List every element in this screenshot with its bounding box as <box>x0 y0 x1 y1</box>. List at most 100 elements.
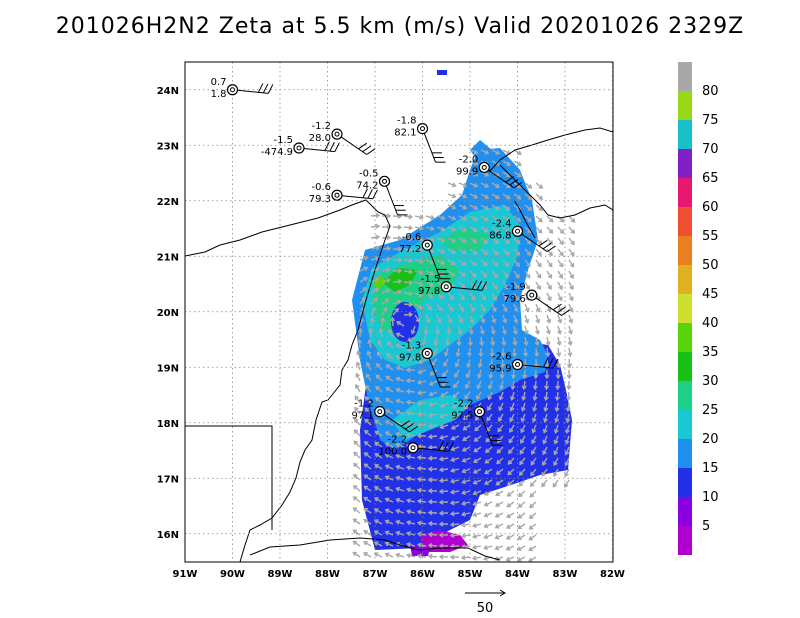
colorbar-swatch <box>678 497 692 526</box>
colorbar-swatch <box>678 178 692 207</box>
station-plot: -1.228.0 <box>309 121 376 155</box>
longitude-label: 84W <box>505 569 530 580</box>
colorbar-label: 55 <box>702 229 719 244</box>
colorbar-swatch <box>678 120 692 149</box>
colorbar-swatch <box>678 62 692 91</box>
station-plot: 0.71.8 <box>211 77 274 100</box>
colorbar-label: 75 <box>702 113 719 128</box>
colorbar-label: 70 <box>702 142 719 157</box>
station-value-bottom: 97.8 <box>399 352 421 363</box>
colorbar-label: 20 <box>702 432 719 447</box>
colorbar-swatch <box>678 468 692 497</box>
reference-vector: 50 <box>465 589 506 616</box>
colorbar-swatch <box>678 526 692 555</box>
latitude-labels: 24N 23N 22N 21N 20N 19N 18N 17N 16N <box>157 86 179 541</box>
station-value-bottom: 97.8 <box>418 286 440 297</box>
station-value-bottom: 1.8 <box>211 89 227 100</box>
longitude-label: 90W <box>220 569 245 580</box>
station-value-bottom: 97.5 <box>451 411 473 422</box>
latitude-label: 19N <box>157 363 179 374</box>
latitude-label: 24N <box>157 86 179 97</box>
longitude-label: 89W <box>268 569 293 580</box>
reference-vector-label: 50 <box>477 601 494 616</box>
station-value-top: -1.9 <box>506 282 526 293</box>
station-value-bottom: 77.2 <box>399 244 421 255</box>
station-value-top: -2.6 <box>492 351 512 362</box>
longitude-label: 91W <box>173 569 198 580</box>
colorbar-swatch <box>678 236 692 265</box>
station-value-bottom: 28.0 <box>309 133 331 144</box>
latitude-label: 18N <box>157 419 179 430</box>
station-plot: -0.574.2 <box>356 168 408 216</box>
colorbar-label: 25 <box>702 403 719 418</box>
station-plot: -2.099.9 <box>456 154 523 189</box>
radar-field <box>352 70 572 556</box>
station-plot: -2.297.5 <box>451 399 503 446</box>
colorbar-swatch <box>678 91 692 120</box>
wind-vectors <box>352 149 576 562</box>
station-value-bottom: 100.0 <box>378 447 407 458</box>
station-value-bottom: 79.3 <box>309 194 331 205</box>
colorbar-label: 40 <box>702 316 719 331</box>
station-value-bottom: 79.6 <box>503 294 525 305</box>
coastline <box>185 127 613 562</box>
longitude-label: 86W <box>410 569 435 580</box>
station-value-top: -2.2 <box>454 399 474 410</box>
station-plot: -0.677.2 <box>399 232 451 280</box>
station-value-top: -1.2 <box>354 399 374 410</box>
station-value-top: -1.8 <box>397 116 417 127</box>
longitude-labels: 91W 90W 89W 88W 87W 86W 85W 84W 83W 82W <box>173 569 625 580</box>
latitude-label: 20N <box>157 308 179 319</box>
colorbar-label: 65 <box>702 171 719 186</box>
colorbar-swatch <box>678 410 692 439</box>
station-value-bottom: 82.1 <box>394 128 416 139</box>
colorbar-label: 30 <box>702 374 719 389</box>
station-value-top: -1.5 <box>421 274 441 285</box>
station-plot: -1.882.1 <box>394 116 446 163</box>
station-value-top: 0.7 <box>211 77 227 88</box>
longitude-label: 83W <box>553 569 578 580</box>
colorbar-label: 60 <box>702 200 719 215</box>
colorbar-label: 80 <box>702 84 719 99</box>
longitude-label: 88W <box>315 569 340 580</box>
longitude-label: 82W <box>600 569 625 580</box>
station-value-top: -1.2 <box>311 121 331 132</box>
colorbar-swatch <box>678 323 692 352</box>
colorbar-label: 10 <box>702 490 719 505</box>
station-plot: -1.397.8 <box>399 340 451 388</box>
colorbar-swatch <box>678 381 692 410</box>
station-value-top: -0.5 <box>359 168 379 179</box>
station-value-top: -2.2 <box>387 435 407 446</box>
plot-frame <box>184 61 614 563</box>
latitude-label: 17N <box>157 474 179 485</box>
colorbar-label: 50 <box>702 258 719 273</box>
latitude-label: 21N <box>157 252 179 263</box>
station-value-bottom: 99.9 <box>456 166 478 177</box>
station-value-bottom: 97.1 <box>351 411 373 422</box>
station-value-bottom: 74.2 <box>356 180 378 191</box>
latitude-label: 22N <box>157 197 179 208</box>
station-plot: -1.297.1 <box>351 399 418 433</box>
station-value-bottom: 86.8 <box>489 230 511 241</box>
station-plot: -1.979.6 <box>503 282 570 316</box>
colorbar-swatch <box>678 149 692 178</box>
station-value-top: -0.6 <box>402 232 422 243</box>
station-value-top: -0.6 <box>311 182 331 193</box>
station-value-bottom: -474.9 <box>261 147 293 158</box>
station-plot: -1.5-474.9 <box>261 135 340 158</box>
station-plot: -1.597.8 <box>418 274 488 297</box>
station-value-bottom: 95.9 <box>489 363 511 374</box>
colorbar: 5 10 15 20 25 30 35 40 45 50 55 60 65 70 75 80 <box>678 62 719 555</box>
latitude-label: 23N <box>157 141 179 152</box>
longitude-label: 87W <box>363 569 388 580</box>
longitude-label: 85W <box>458 569 483 580</box>
station-value-top: -1.3 <box>402 340 422 351</box>
colorbar-label: 35 <box>702 345 719 360</box>
station-value-top: -2.0 <box>459 154 479 165</box>
station-value-top: -1.5 <box>273 135 293 146</box>
colorbar-swatch <box>678 439 692 468</box>
plot-title: 201026H2N2 Zeta at 5.5 km (m/s) Valid 20… <box>55 14 745 39</box>
station-plot: -2.695.9 <box>489 351 559 374</box>
